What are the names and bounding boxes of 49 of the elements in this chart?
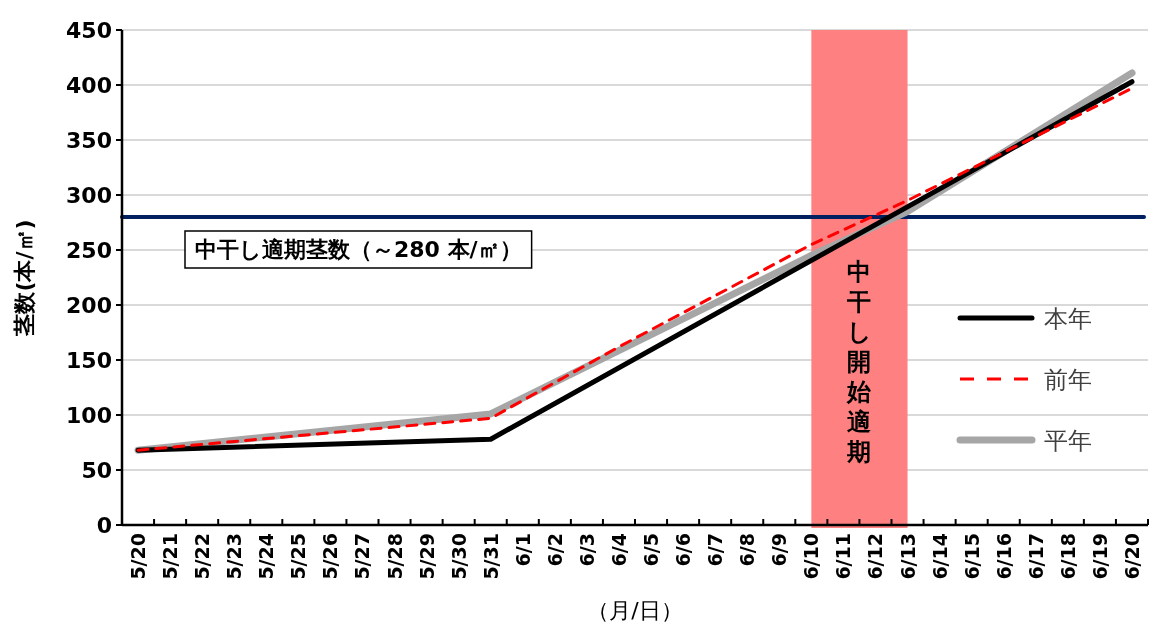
- x-tick-label: 5/26: [319, 533, 342, 580]
- x-tick-label: 6/19: [1088, 533, 1111, 580]
- y-axis-title: 茎数(本/㎡): [12, 219, 37, 337]
- x-tick-label: 5/31: [479, 533, 502, 580]
- legend-label: 本年: [1044, 305, 1092, 333]
- y-tick-label: 50: [81, 458, 112, 483]
- x-tick-label: 5/20: [127, 533, 150, 580]
- x-tick-label: 6/8: [736, 533, 759, 567]
- x-tick-label: 5/25: [287, 533, 310, 580]
- x-tick-label: 6/12: [864, 533, 887, 580]
- x-tick-label: 5/28: [383, 533, 406, 580]
- y-tick-label: 250: [66, 238, 112, 263]
- x-tick-label: 5/29: [415, 533, 438, 580]
- x-tick-label: 5/27: [351, 533, 374, 580]
- x-tick-label: 6/3: [575, 533, 598, 567]
- y-tick-label: 300: [66, 183, 112, 208]
- y-tick-label: 350: [66, 128, 112, 153]
- x-tick-label: 5/30: [447, 533, 470, 580]
- y-tick-label: 100: [66, 403, 112, 428]
- y-tick-label: 150: [66, 348, 112, 373]
- x-tick-label: 6/16: [992, 533, 1015, 580]
- x-tick-label: 6/17: [1024, 533, 1047, 580]
- x-tick-label: 6/4: [607, 533, 630, 567]
- x-tick-label: 6/15: [960, 533, 983, 580]
- x-tick-label: 6/7: [704, 533, 727, 567]
- x-tick-label: 5/21: [159, 533, 182, 580]
- x-tick-label: 6/13: [896, 533, 919, 580]
- y-tick-label: 450: [66, 18, 112, 43]
- x-tick-label: 6/1: [511, 533, 534, 567]
- x-tick-label: 5/23: [223, 533, 246, 580]
- x-tick-label: 6/14: [928, 533, 951, 580]
- y-tick-label: 400: [66, 73, 112, 98]
- x-tick-label: 6/18: [1056, 533, 1079, 580]
- y-tick-label: 0: [96, 513, 112, 538]
- band-label: 中干し開始適期: [846, 258, 872, 466]
- x-tick-label: 5/22: [191, 533, 214, 580]
- legend-label: 平年: [1044, 427, 1092, 455]
- y-tick-label: 200: [66, 293, 112, 318]
- legend-label: 前年: [1044, 366, 1092, 394]
- x-tick-label: 6/10: [800, 533, 823, 580]
- x-tick-label: 6/11: [832, 533, 855, 580]
- x-tick-label: 6/2: [543, 533, 566, 567]
- x-tick-label: 6/9: [768, 533, 791, 567]
- x-axis-title: （月/日）: [587, 598, 683, 623]
- x-tick-label: 6/5: [640, 533, 663, 567]
- x-tick-label: 5/24: [255, 533, 278, 580]
- x-tick-label: 6/6: [672, 533, 695, 567]
- ref-line-label: 中干し適期茎数（～280 本/㎡）: [195, 237, 522, 262]
- x-tick-label: 6/20: [1120, 533, 1143, 580]
